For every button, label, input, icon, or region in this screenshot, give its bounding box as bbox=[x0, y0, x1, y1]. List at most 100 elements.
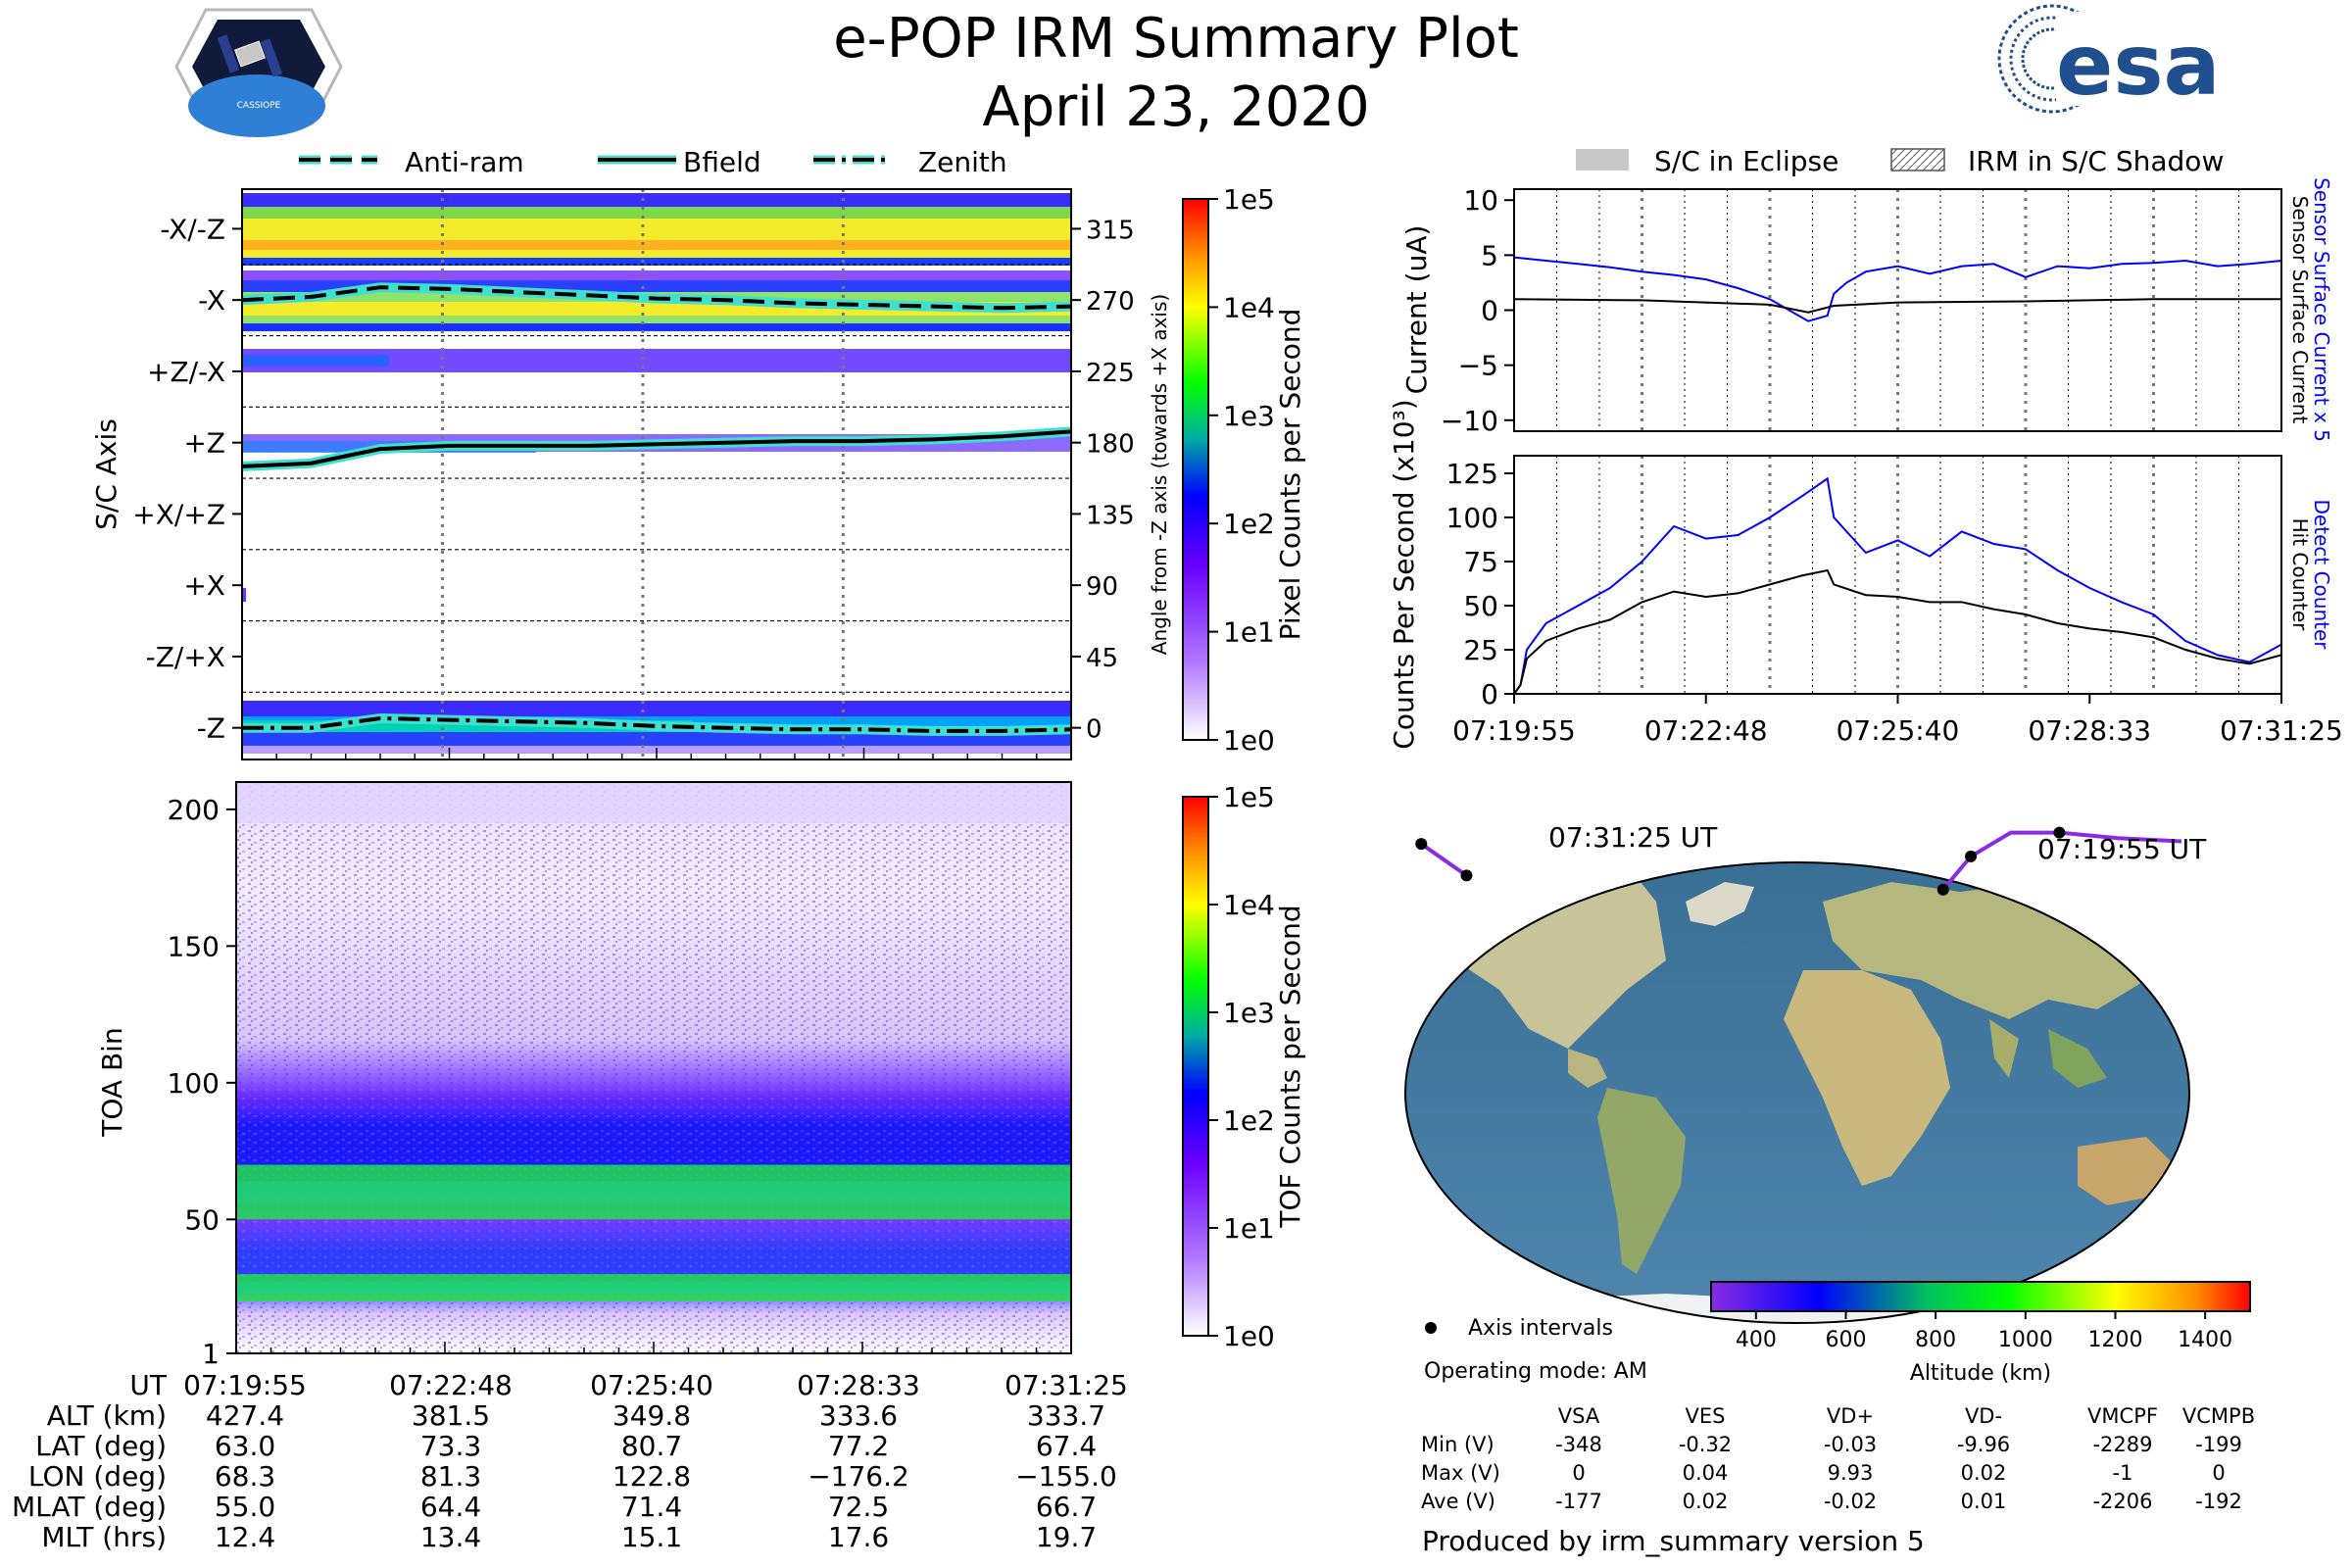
current-y-ticks: 10 5 0 −5 −10 bbox=[1441, 184, 1514, 437]
pixel-angle-label: 135 bbox=[1086, 501, 1135, 530]
colorbar-tick-label: 1e2 bbox=[1223, 508, 1275, 540]
ephemeris-cell: 67.4 bbox=[1036, 1430, 1097, 1462]
counts-gridlines bbox=[1556, 456, 2239, 694]
pixel-ylabel-right: Angle from -Z axis (towards +X axis) bbox=[1148, 294, 1171, 655]
voltage-cell: 0.01 bbox=[1961, 1490, 2007, 1513]
pixel-axis-label: +X/+Z bbox=[132, 498, 225, 530]
ephemeris-cell: 55.0 bbox=[215, 1491, 275, 1523]
axis-intervals-label: Axis intervals bbox=[1468, 1316, 1613, 1341]
voltage-cell: -192 bbox=[2195, 1490, 2242, 1513]
tof-y-ticks: 200 150 100 50 1 bbox=[168, 794, 236, 1370]
altitude-tick-label: 1000 bbox=[1998, 1328, 2053, 1352]
counts-y-ticks: 125 100 75 50 25 0 bbox=[1446, 458, 1514, 710]
pixel-marks bbox=[242, 189, 1071, 760]
pixel-axis-label: +Z bbox=[183, 427, 225, 460]
counts-series bbox=[1514, 476, 2281, 694]
orbit-track-west bbox=[1420, 842, 1468, 877]
current-gridlines bbox=[1556, 189, 2239, 431]
pixel-right-ticks: 315 270 225 180 135 90 45 0 bbox=[1071, 216, 1135, 745]
ephemeris-cell: 63.0 bbox=[215, 1430, 275, 1462]
tof-panel: 200 150 100 50 1 TOA Bin bbox=[96, 781, 1072, 1370]
voltage-cell: 9.93 bbox=[1828, 1461, 1874, 1485]
pixel-axis-label: -X/-Z bbox=[160, 213, 225, 245]
ephemeris-row-label: LAT (deg) bbox=[35, 1430, 167, 1462]
map-label-end: 07:31:25 UT bbox=[1548, 821, 1718, 854]
ephemeris-cell: 68.3 bbox=[215, 1460, 275, 1493]
ephemeris-cell: 122.8 bbox=[612, 1460, 691, 1493]
hit-counter-line bbox=[1514, 568, 2281, 694]
panel-y-tick-label: 5 bbox=[1481, 239, 1498, 271]
voltage-table: VSA VES VD+ VD- VMCPF VCMPB Min (V) -348 -0.32 -0… bbox=[1421, 1404, 2255, 1513]
pixel-angle-label: 90 bbox=[1086, 572, 1118, 602]
voltage-cell: 0.04 bbox=[1683, 1461, 1729, 1485]
ephemeris-cell: 71.4 bbox=[621, 1491, 682, 1523]
tof-band-core bbox=[236, 1181, 1071, 1203]
agency-logo-text: esa bbox=[2056, 17, 2221, 115]
ephemeris-cell: 07:25:40 bbox=[590, 1369, 713, 1401]
pixel-legend: Anti-ram Bfield Zenith bbox=[299, 146, 1007, 178]
colorbar-tick-label: 1e3 bbox=[1223, 400, 1275, 432]
ephemeris-cell: 77.2 bbox=[828, 1430, 889, 1462]
ephemeris-cell: −155.0 bbox=[1015, 1460, 1117, 1493]
orbit-interval-point bbox=[1460, 869, 1473, 882]
colorbar-tick-label: 1e5 bbox=[1223, 183, 1275, 216]
bfield-legend-label: Bfield bbox=[683, 146, 761, 178]
pixel-x-ticks bbox=[241, 748, 1072, 760]
altitude-tick-label: 400 bbox=[1736, 1328, 1777, 1352]
colorbar-tick-label: 1e3 bbox=[1223, 997, 1275, 1029]
ephemeris-cell: 81.3 bbox=[420, 1460, 481, 1493]
voltage-header: VSA bbox=[1558, 1404, 1600, 1428]
voltage-header: VMCPF bbox=[2087, 1404, 2158, 1428]
orbit-interval-point bbox=[1965, 850, 1978, 862]
pixel-colorbar: 1e5 1e4 1e3 1e2 1e1 1e0 Pixel Counts per Seco… bbox=[1182, 183, 1306, 757]
pixel-ylabel: S/C Axis bbox=[90, 418, 122, 530]
counts-x-tick-label: 07:28:33 bbox=[2028, 714, 2151, 747]
panel-y-tick-label: 75 bbox=[1463, 546, 1498, 578]
eclipse-legend-swatch bbox=[1576, 149, 1629, 171]
voltage-row-label: Ave (V) bbox=[1421, 1490, 1495, 1513]
agency-logo: esa bbox=[1997, 4, 2221, 115]
orbit-track-east bbox=[1941, 830, 2182, 892]
tof-colorbar-ticks: 1e5 1e4 1e3 1e2 1e1 1e0 bbox=[1208, 781, 1275, 1352]
ephemeris-row-label: LON (deg) bbox=[28, 1460, 167, 1493]
altitude-tick-label: 1200 bbox=[2088, 1328, 2143, 1352]
panel-y-tick-label: −5 bbox=[1458, 350, 1498, 382]
ephemeris-cell: 64.4 bbox=[420, 1491, 481, 1523]
mission-badge-text: CASSIOPE bbox=[237, 101, 281, 111]
ephemeris-row-label: UT bbox=[129, 1369, 167, 1401]
voltage-cell: -9.96 bbox=[1957, 1433, 2010, 1456]
voltage-cell: -0.32 bbox=[1679, 1433, 1732, 1456]
mission-badge: CASSIOPE bbox=[174, 8, 343, 137]
counts-x-tick-label: 07:22:48 bbox=[1644, 714, 1768, 747]
voltage-cell: -0.03 bbox=[1824, 1433, 1877, 1456]
tof-colorbar-label: TOF Counts per Second bbox=[1274, 905, 1306, 1228]
ephemeris-row-label: MLAT (deg) bbox=[12, 1491, 167, 1523]
tof-band-core bbox=[236, 1282, 1071, 1294]
line-plot-legend: S/C in Eclipse IRM in S/C Shadow bbox=[1576, 145, 2224, 177]
ephemeris-cell: 07:19:55 bbox=[183, 1369, 307, 1401]
orbit-interval-point bbox=[2053, 826, 2066, 839]
map-frame bbox=[1404, 861, 2190, 1324]
produced-by: Produced by irm_summary version 5 bbox=[1422, 1525, 1925, 1557]
tof-colorbar-gradient bbox=[1182, 796, 1209, 1337]
colorbar-tick-label: 1e0 bbox=[1223, 1320, 1275, 1352]
pixel-axis-label: -Z/+X bbox=[146, 641, 225, 673]
orbit-interval-point bbox=[1415, 838, 1428, 851]
detect-counter-line bbox=[1514, 476, 2281, 694]
voltage-cell: 0.02 bbox=[1961, 1461, 2007, 1485]
pixel-colorbar-label: Pixel Counts per Second bbox=[1274, 309, 1306, 641]
tof-y-tick-label: 200 bbox=[168, 794, 220, 826]
ephemeris-cell: 80.7 bbox=[621, 1430, 682, 1462]
pixel-axis-label: -Z bbox=[197, 712, 225, 745]
voltage-cell: -0.02 bbox=[1824, 1490, 1877, 1513]
altitude-colorbar-gradient bbox=[1710, 1281, 2251, 1312]
figure-date: April 23, 2020 bbox=[982, 75, 1369, 139]
colorbar-tick-label: 1e4 bbox=[1223, 889, 1275, 921]
antiram-line bbox=[242, 285, 1071, 311]
counts-right-label-a: Detect Counter bbox=[2310, 500, 2333, 651]
voltage-cell: -199 bbox=[2195, 1433, 2242, 1456]
ephemeris-cell: 349.8 bbox=[612, 1399, 691, 1432]
tof-colorbar: 1e5 1e4 1e3 1e2 1e1 1e0 TOF Counts per Second bbox=[1182, 781, 1306, 1352]
tof-y-tick-label: 100 bbox=[168, 1067, 220, 1100]
